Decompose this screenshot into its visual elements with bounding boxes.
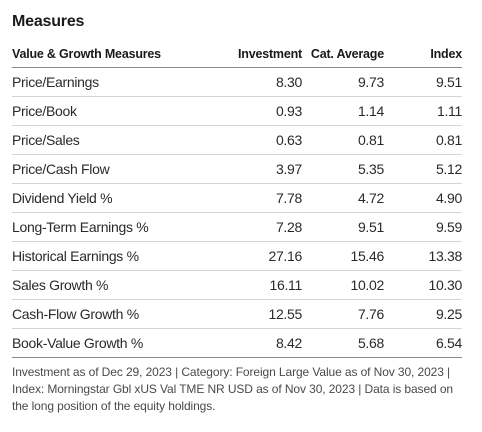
index-value: 13.38 [384,241,462,271]
footnote: Investment as of Dec 29, 2023 | Category… [12,365,453,413]
row-label: Cash-Flow Growth % [12,299,212,329]
table-row: Sales Growth % 16.11 10.02 10.30 [12,270,462,300]
cat-average-value: 10.02 [302,270,384,300]
table-row: Price/Earnings 8.30 9.73 9.51 [12,67,462,97]
investment-value: 8.30 [212,67,302,97]
index-value: 4.90 [384,183,462,213]
investment-value: 27.16 [212,241,302,271]
row-label: Price/Sales [12,125,212,155]
investment-value: 0.93 [212,96,302,126]
measures-table: Value & Growth Measures Investment Cat. … [12,40,462,358]
table-row: Cash-Flow Growth % 12.55 7.76 9.25 [12,299,462,329]
index-value: 6.54 [384,328,462,358]
cat-average-value: 9.73 [302,67,384,97]
row-label: Price/Book [12,96,212,126]
cat-average-value: 7.76 [302,299,384,329]
row-label: Long-Term Earnings % [12,212,212,242]
investment-value: 7.28 [212,212,302,242]
index-value: 0.81 [384,125,462,155]
table-row: Historical Earnings % 27.16 15.46 13.38 [12,241,462,271]
investment-value: 0.63 [212,125,302,155]
table-row: Long-Term Earnings % 7.28 9.51 9.59 [12,212,462,242]
index-value: 9.51 [384,67,462,97]
cat-average-value: 1.14 [302,96,384,126]
cat-average-value: 5.35 [302,154,384,184]
investment-value: 12.55 [212,299,302,329]
investment-value: 3.97 [212,154,302,184]
table-row: Price/Book 0.93 1.14 1.11 [12,96,462,126]
cat-average-value: 9.51 [302,212,384,242]
index-value: 1.11 [384,96,462,126]
row-label: Dividend Yield % [12,183,212,213]
table-header-row: Value & Growth Measures Investment Cat. … [12,40,462,68]
row-label: Price/Earnings [12,67,212,97]
table-row: Price/Cash Flow 3.97 5.35 5.12 [12,154,462,184]
table-row: Book-Value Growth % 8.42 5.68 6.54 [12,328,462,358]
row-label: Sales Growth % [12,270,212,300]
row-label: Historical Earnings % [12,241,212,271]
investment-value: 16.11 [212,270,302,300]
investment-value: 8.42 [212,328,302,358]
section-title: Measures [12,13,85,30]
column-header-measure: Value & Growth Measures [12,40,212,68]
column-header-index: Index [384,40,462,68]
row-label: Book-Value Growth % [12,328,212,358]
index-value: 9.25 [384,299,462,329]
cat-average-value: 0.81 [302,125,384,155]
cat-average-value: 15.46 [302,241,384,271]
index-value: 9.59 [384,212,462,242]
cat-average-value: 4.72 [302,183,384,213]
row-label: Price/Cash Flow [12,154,212,184]
cat-average-value: 5.68 [302,328,384,358]
column-header-investment: Investment [212,40,302,68]
table-row: Dividend Yield % 7.78 4.72 4.90 [12,183,462,213]
index-value: 5.12 [384,154,462,184]
column-header-cat-average: Cat. Average [302,40,384,68]
table-row: Price/Sales 0.63 0.81 0.81 [12,125,462,155]
investment-value: 7.78 [212,183,302,213]
index-value: 10.30 [384,270,462,300]
